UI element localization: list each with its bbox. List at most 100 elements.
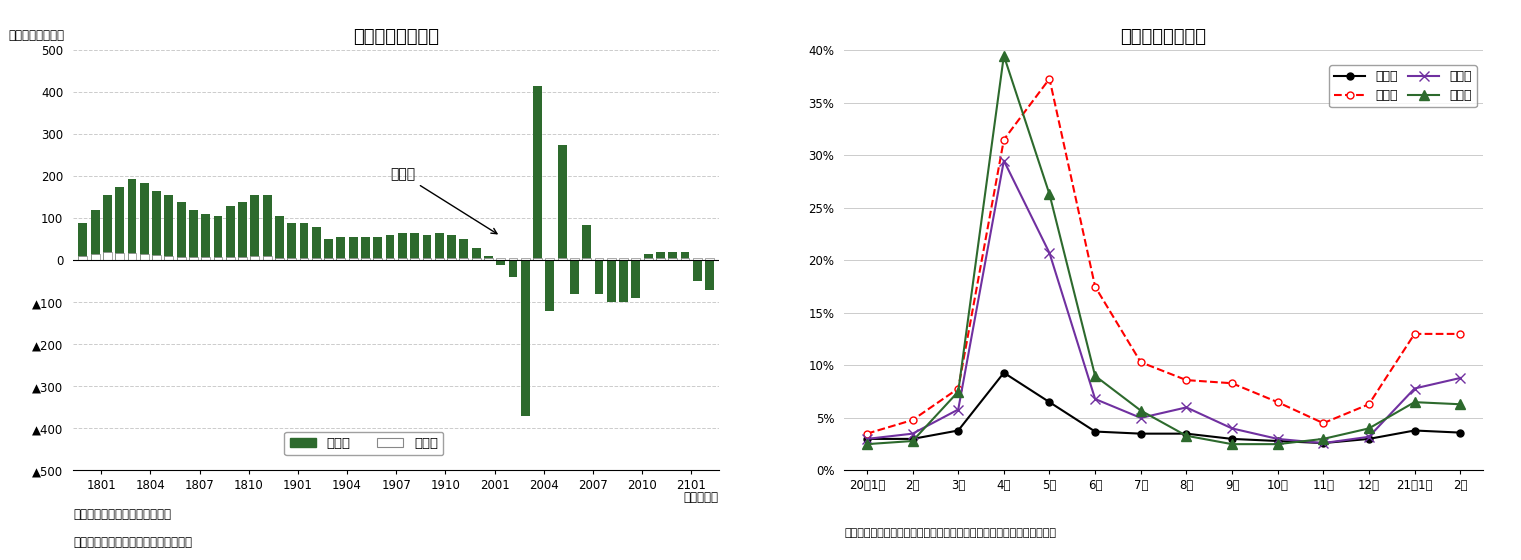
飲食店: [1360, 433, 1378, 440]
Bar: [263, 195, 272, 260]
飲食店: [995, 157, 1013, 164]
Bar: [411, 233, 420, 260]
Bar: [595, 260, 604, 294]
Bar: [643, 254, 653, 260]
Bar: [508, 260, 517, 277]
宿泊業: [1040, 76, 1059, 82]
宿泊業: [1132, 359, 1150, 366]
Bar: [251, 195, 259, 260]
Bar: [496, 260, 505, 264]
Bar: [668, 252, 677, 260]
Bar: [423, 235, 432, 260]
全産業: [1269, 438, 1287, 445]
宿泊業: [1086, 283, 1104, 290]
全産業: [1405, 427, 1424, 434]
Bar: [643, 258, 653, 260]
Bar: [140, 254, 149, 260]
Text: （資料）総務省統計局「労働力調査」　（注）休業率＝休業者／就業者: （資料）総務省統計局「労働力調査」 （注）休業率＝休業者／就業者: [844, 529, 1056, 539]
Bar: [619, 260, 628, 302]
Bar: [668, 258, 677, 260]
Line: 全産業: 全産業: [864, 369, 1463, 446]
Bar: [373, 258, 382, 260]
Bar: [546, 258, 554, 260]
Bar: [201, 258, 210, 260]
娯楽業: [1405, 399, 1424, 405]
Text: （資料）総務省統計局「労働力調査」: （資料）総務省統計局「労働力調査」: [73, 536, 192, 549]
娯楽業: [1223, 441, 1241, 447]
Bar: [140, 183, 149, 260]
Bar: [176, 202, 186, 260]
宿泊業: [903, 417, 922, 423]
Bar: [227, 257, 234, 260]
飲食店: [1086, 395, 1104, 402]
Line: 飲食店: 飲食店: [862, 156, 1465, 448]
Bar: [411, 258, 420, 260]
娯楽業: [1040, 191, 1059, 198]
娯楽業: [1177, 432, 1196, 439]
Bar: [520, 260, 529, 416]
Bar: [399, 258, 406, 260]
Line: 娯楽業: 娯楽業: [862, 51, 1465, 449]
全産業: [1223, 436, 1241, 442]
宿泊業: [1451, 330, 1469, 337]
Bar: [386, 258, 394, 260]
Bar: [694, 260, 701, 281]
Bar: [201, 214, 210, 260]
Bar: [189, 258, 198, 260]
全産業: [949, 427, 967, 434]
Bar: [348, 258, 357, 260]
Bar: [423, 258, 432, 260]
Bar: [128, 179, 137, 260]
Bar: [694, 258, 701, 260]
Bar: [631, 260, 640, 298]
Bar: [275, 258, 284, 260]
Legend: 従業者, 休業者: 従業者, 休業者: [284, 432, 443, 455]
Bar: [164, 256, 173, 260]
Bar: [607, 258, 616, 260]
Title: 主な産業別休業率: 主な産業別休業率: [1121, 28, 1206, 46]
Bar: [656, 258, 665, 260]
Bar: [213, 216, 222, 260]
宿泊業: [858, 430, 876, 437]
Line: 宿泊業: 宿泊業: [864, 75, 1463, 437]
全産業: [1132, 430, 1150, 437]
Bar: [360, 237, 370, 260]
Bar: [324, 240, 333, 260]
Bar: [680, 252, 689, 260]
Bar: [164, 195, 173, 260]
娯楽業: [949, 388, 967, 395]
飲食店: [949, 406, 967, 413]
Bar: [706, 258, 713, 260]
宿泊業: [1360, 401, 1378, 408]
娯楽業: [903, 438, 922, 445]
Bar: [546, 260, 554, 311]
Bar: [435, 233, 444, 260]
Bar: [595, 258, 604, 260]
Text: （注）就業者＝従業者＋休業者: （注）就業者＝従業者＋休業者: [73, 508, 170, 521]
Bar: [128, 253, 137, 260]
宿泊業: [949, 385, 967, 392]
宿泊業: [995, 136, 1013, 143]
娯楽業: [1086, 372, 1104, 379]
Bar: [91, 210, 99, 260]
Bar: [300, 222, 309, 260]
Bar: [360, 258, 370, 260]
Bar: [79, 222, 87, 260]
Bar: [324, 258, 333, 260]
Bar: [189, 210, 198, 260]
Bar: [103, 195, 113, 260]
Bar: [558, 258, 566, 260]
Bar: [336, 237, 345, 260]
Bar: [607, 260, 616, 302]
飲食店: [1314, 440, 1332, 446]
飲食店: [858, 436, 876, 442]
Bar: [484, 256, 493, 260]
Bar: [583, 225, 592, 260]
娯楽業: [1269, 441, 1287, 447]
Bar: [213, 258, 222, 260]
Bar: [631, 258, 640, 260]
Bar: [348, 237, 357, 260]
全産業: [858, 436, 876, 442]
Legend: 全産業, 宿泊業, 飲食店, 娯楽業: 全産業, 宿泊業, 飲食店, 娯楽業: [1329, 65, 1477, 108]
Bar: [263, 256, 272, 260]
